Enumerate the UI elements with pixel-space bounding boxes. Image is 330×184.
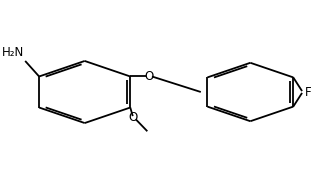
Text: H₂N: H₂N	[1, 46, 24, 59]
Text: F: F	[305, 86, 311, 98]
Text: O: O	[144, 70, 153, 83]
Text: O: O	[129, 111, 138, 124]
